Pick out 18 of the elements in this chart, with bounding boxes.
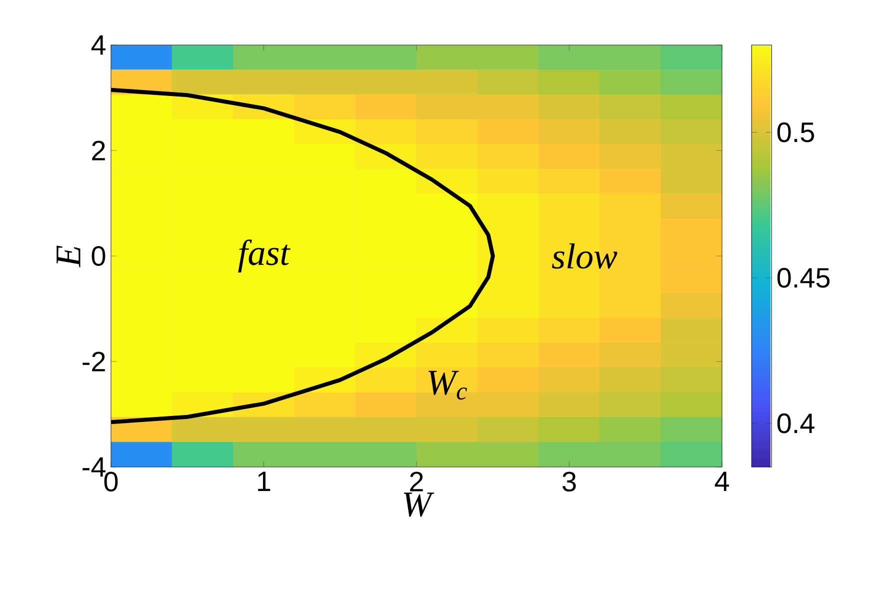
y-tick-label: 2 (92, 140, 105, 160)
x-axis-title: W (404, 492, 434, 517)
y-tick-label: 0 (92, 246, 106, 266)
x-tick-label: 2 (410, 472, 423, 492)
y-axis-title: E (56, 246, 80, 268)
x-tick-label: 0 (104, 472, 118, 492)
color-bar-label: 0.4 (777, 413, 814, 434)
annotation: slow (552, 243, 618, 269)
x-tick-label: 1 (258, 472, 270, 491)
y-tick-label: -2 (82, 352, 105, 372)
x-tick-label: 3 (562, 472, 576, 492)
color-bar-label: 0.45 (777, 268, 830, 288)
x-tick-label: 4 (714, 472, 729, 491)
annotation: fast (238, 239, 290, 273)
y-tick-label: -4 (82, 457, 106, 477)
y-tick-label: 4 (91, 35, 106, 55)
annotation: W$_{c}$ (428, 370, 468, 400)
color-bar-label: 0.5 (777, 122, 814, 142)
